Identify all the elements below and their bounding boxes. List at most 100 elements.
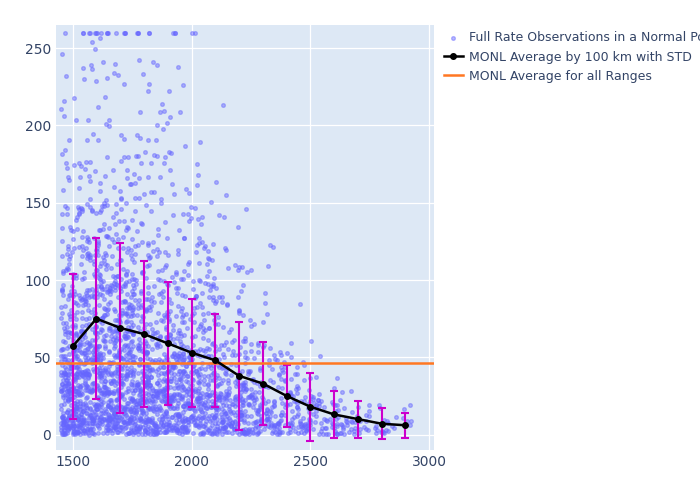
Full Rate Observations in a Normal Point: [212, 392, 223, 400]
Full Rate Observations in a Normal Point: [262, 422, 274, 430]
Full Rate Observations in a Normal Point: [309, 399, 320, 407]
Full Rate Observations in a Normal Point: [183, 390, 195, 398]
Full Rate Observations in a Normal Point: [246, 390, 258, 398]
Full Rate Observations in a Normal Point: [102, 28, 113, 36]
Full Rate Observations in a Normal Point: [96, 314, 107, 322]
Full Rate Observations in a Normal Point: [74, 209, 85, 217]
Full Rate Observations in a Normal Point: [67, 346, 78, 354]
Full Rate Observations in a Normal Point: [205, 416, 216, 424]
Full Rate Observations in a Normal Point: [148, 188, 160, 196]
Full Rate Observations in a Normal Point: [99, 332, 110, 340]
Full Rate Observations in a Normal Point: [237, 366, 248, 374]
Full Rate Observations in a Normal Point: [208, 240, 219, 248]
Full Rate Observations in a Normal Point: [196, 398, 207, 406]
Full Rate Observations in a Normal Point: [250, 418, 261, 426]
Full Rate Observations in a Normal Point: [163, 358, 174, 366]
Full Rate Observations in a Normal Point: [111, 362, 122, 370]
Full Rate Observations in a Normal Point: [224, 416, 235, 424]
Full Rate Observations in a Normal Point: [228, 336, 239, 344]
Full Rate Observations in a Normal Point: [274, 370, 285, 378]
Full Rate Observations in a Normal Point: [71, 384, 82, 392]
Full Rate Observations in a Normal Point: [230, 402, 241, 410]
Full Rate Observations in a Normal Point: [186, 333, 197, 341]
Full Rate Observations in a Normal Point: [102, 392, 113, 400]
Full Rate Observations in a Normal Point: [183, 372, 194, 380]
Full Rate Observations in a Normal Point: [294, 300, 305, 308]
Full Rate Observations in a Normal Point: [74, 430, 85, 438]
Full Rate Observations in a Normal Point: [107, 426, 118, 434]
Full Rate Observations in a Normal Point: [84, 177, 95, 185]
Full Rate Observations in a Normal Point: [70, 299, 81, 307]
Full Rate Observations in a Normal Point: [215, 410, 226, 418]
Full Rate Observations in a Normal Point: [108, 422, 120, 430]
Full Rate Observations in a Normal Point: [229, 396, 240, 404]
Full Rate Observations in a Normal Point: [220, 392, 232, 400]
Full Rate Observations in a Normal Point: [292, 363, 303, 371]
Full Rate Observations in a Normal Point: [217, 393, 228, 401]
Full Rate Observations in a Normal Point: [230, 416, 241, 424]
Full Rate Observations in a Normal Point: [178, 418, 189, 426]
Full Rate Observations in a Normal Point: [189, 304, 200, 312]
Full Rate Observations in a Normal Point: [190, 420, 201, 428]
Full Rate Observations in a Normal Point: [80, 333, 91, 341]
Full Rate Observations in a Normal Point: [80, 377, 91, 385]
Full Rate Observations in a Normal Point: [57, 420, 68, 428]
Full Rate Observations in a Normal Point: [158, 362, 169, 370]
Full Rate Observations in a Normal Point: [60, 330, 71, 338]
Full Rate Observations in a Normal Point: [88, 257, 99, 265]
Full Rate Observations in a Normal Point: [168, 374, 179, 382]
Full Rate Observations in a Normal Point: [88, 384, 99, 392]
Full Rate Observations in a Normal Point: [198, 372, 209, 380]
Full Rate Observations in a Normal Point: [180, 404, 191, 412]
Full Rate Observations in a Normal Point: [174, 356, 185, 364]
Full Rate Observations in a Normal Point: [115, 354, 126, 362]
Full Rate Observations in a Normal Point: [76, 234, 88, 241]
Full Rate Observations in a Normal Point: [151, 410, 162, 418]
Full Rate Observations in a Normal Point: [176, 304, 188, 312]
Full Rate Observations in a Normal Point: [110, 423, 121, 431]
Full Rate Observations in a Normal Point: [214, 396, 225, 404]
Full Rate Observations in a Normal Point: [87, 38, 98, 46]
Full Rate Observations in a Normal Point: [122, 333, 133, 341]
Full Rate Observations in a Normal Point: [223, 402, 235, 409]
Full Rate Observations in a Normal Point: [93, 384, 104, 392]
MONL Average by 100 km with STD: [330, 412, 338, 418]
Full Rate Observations in a Normal Point: [106, 396, 117, 404]
Full Rate Observations in a Normal Point: [305, 416, 316, 424]
Full Rate Observations in a Normal Point: [137, 408, 148, 416]
Full Rate Observations in a Normal Point: [111, 326, 122, 334]
Full Rate Observations in a Normal Point: [85, 416, 97, 424]
Full Rate Observations in a Normal Point: [80, 321, 92, 329]
Full Rate Observations in a Normal Point: [109, 322, 120, 330]
Full Rate Observations in a Normal Point: [274, 348, 286, 356]
Full Rate Observations in a Normal Point: [188, 403, 199, 411]
Full Rate Observations in a Normal Point: [180, 292, 191, 300]
Full Rate Observations in a Normal Point: [213, 354, 224, 362]
Full Rate Observations in a Normal Point: [102, 414, 113, 422]
Full Rate Observations in a Normal Point: [209, 376, 220, 384]
Full Rate Observations in a Normal Point: [162, 400, 174, 408]
Full Rate Observations in a Normal Point: [180, 399, 191, 407]
Full Rate Observations in a Normal Point: [310, 402, 321, 410]
Full Rate Observations in a Normal Point: [348, 430, 359, 438]
Full Rate Observations in a Normal Point: [134, 423, 146, 431]
Full Rate Observations in a Normal Point: [303, 408, 314, 416]
Full Rate Observations in a Normal Point: [236, 408, 247, 416]
Full Rate Observations in a Normal Point: [178, 268, 189, 276]
Full Rate Observations in a Normal Point: [116, 391, 127, 399]
Full Rate Observations in a Normal Point: [231, 376, 242, 384]
Full Rate Observations in a Normal Point: [137, 70, 148, 78]
Full Rate Observations in a Normal Point: [153, 274, 164, 282]
Full Rate Observations in a Normal Point: [66, 356, 78, 364]
Full Rate Observations in a Normal Point: [130, 250, 141, 258]
Full Rate Observations in a Normal Point: [118, 80, 130, 88]
Full Rate Observations in a Normal Point: [237, 384, 248, 392]
Full Rate Observations in a Normal Point: [128, 389, 139, 397]
Full Rate Observations in a Normal Point: [59, 426, 70, 434]
Full Rate Observations in a Normal Point: [89, 342, 100, 350]
Full Rate Observations in a Normal Point: [231, 400, 242, 407]
Full Rate Observations in a Normal Point: [205, 364, 216, 372]
Full Rate Observations in a Normal Point: [354, 424, 365, 432]
Full Rate Observations in a Normal Point: [71, 373, 83, 381]
Full Rate Observations in a Normal Point: [213, 320, 224, 328]
